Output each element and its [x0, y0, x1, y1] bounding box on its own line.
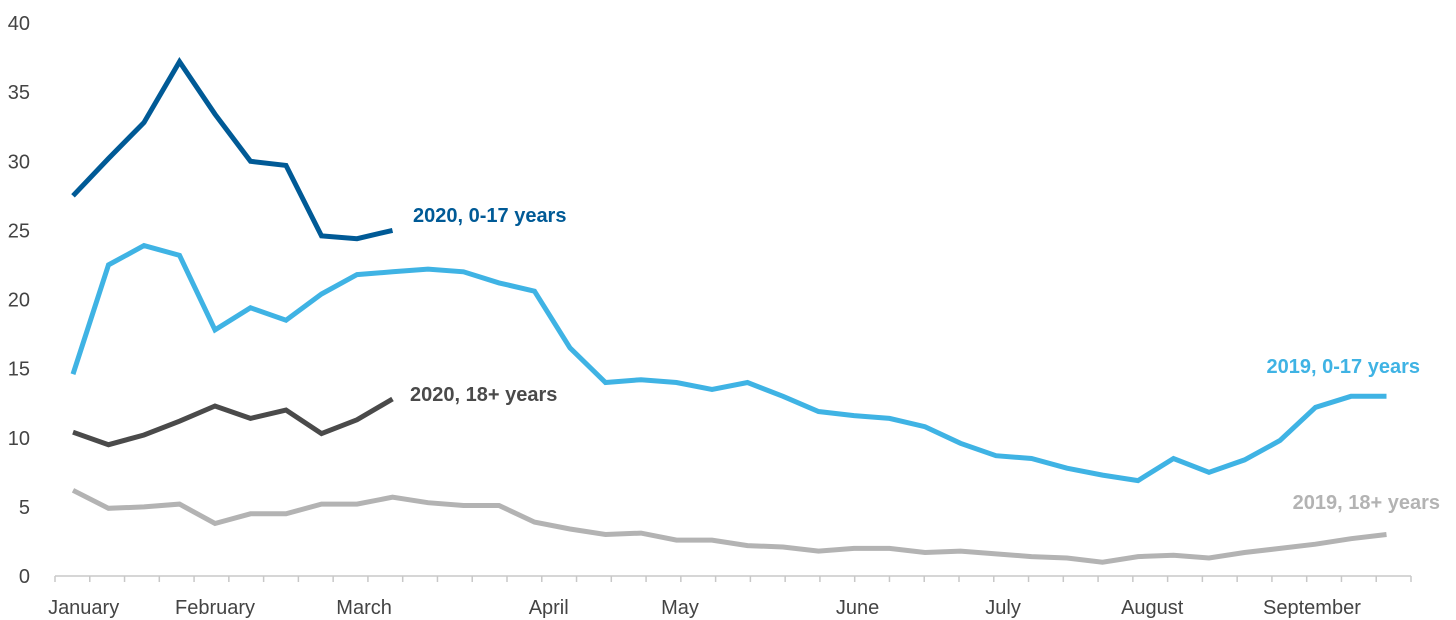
- y-tick-label: 30: [8, 151, 30, 173]
- x-tick-label: August: [1121, 597, 1184, 619]
- y-tick-label: 5: [19, 497, 30, 519]
- x-tick-label: March: [336, 597, 392, 619]
- series-line: [71, 57, 394, 242]
- y-tick-label: 20: [8, 290, 30, 312]
- series-label: 2020, 18+ years: [410, 384, 557, 406]
- series-line: [71, 488, 1387, 565]
- y-tick-label: 0: [19, 566, 30, 588]
- y-tick-label: 15: [8, 359, 30, 381]
- x-tick-label: April: [529, 597, 569, 619]
- series-label: 2019, 18+ years: [1293, 492, 1440, 514]
- y-tick-label: 25: [8, 220, 30, 242]
- x-tick-label: July: [985, 597, 1021, 619]
- x-tick-label: May: [661, 597, 699, 619]
- y-axis: 0 5 10 15 20 25 30 35 40: [8, 13, 30, 588]
- series-line: [72, 396, 394, 448]
- x-tick-label: September: [1263, 597, 1361, 619]
- series-label: 2019, 0-17 years: [1267, 356, 1420, 378]
- y-tick-label: 40: [8, 13, 30, 35]
- series-label: 2020, 0-17 years: [413, 205, 566, 227]
- x-tick-label: June: [836, 597, 879, 619]
- x-tick-label: February: [175, 597, 255, 619]
- series-line: [70, 242, 1387, 484]
- y-tick-label: 35: [8, 82, 30, 104]
- y-tick-label: 10: [8, 428, 30, 450]
- series-lines: [70, 57, 1387, 565]
- x-axis: January February March April May June July Augu…: [48, 575, 1412, 619]
- x-tick-label: January: [48, 597, 119, 619]
- series-labels: 2020, 0-17 years 2019, 0-17 years 2020, 18…: [410, 205, 1440, 514]
